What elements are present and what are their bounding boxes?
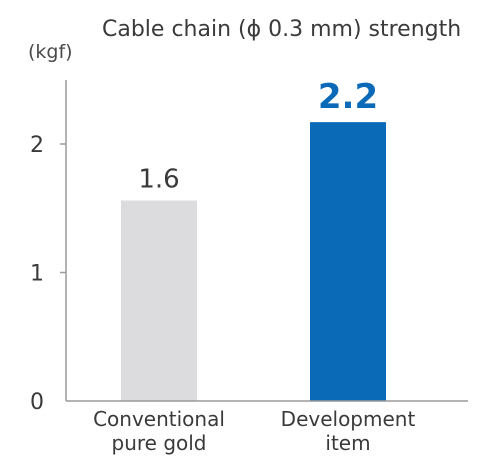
bar-1 — [121, 200, 197, 401]
category-label: pure gold — [112, 431, 207, 455]
y-tick-label: 0 — [30, 390, 44, 415]
value-label-2: 2.2 — [318, 77, 378, 117]
y-tick-label: 1 — [30, 262, 44, 287]
y-axis-unit-label: (kgf) — [28, 41, 73, 63]
y-axis-ticks: 0 1 2 — [30, 133, 66, 415]
value-labels: 1.6 2.2 — [138, 77, 378, 194]
category-label: Conventional — [93, 407, 225, 431]
bars — [121, 122, 386, 401]
category-label: Development — [281, 407, 416, 431]
value-label-1: 1.6 — [138, 165, 179, 195]
chart-title: Cable chain (ϕ 0.3 mm) strength — [102, 17, 461, 42]
axes — [65, 80, 468, 402]
category-label: item — [325, 431, 370, 455]
bar-2 — [310, 122, 386, 401]
y-tick-label: 2 — [30, 133, 44, 158]
